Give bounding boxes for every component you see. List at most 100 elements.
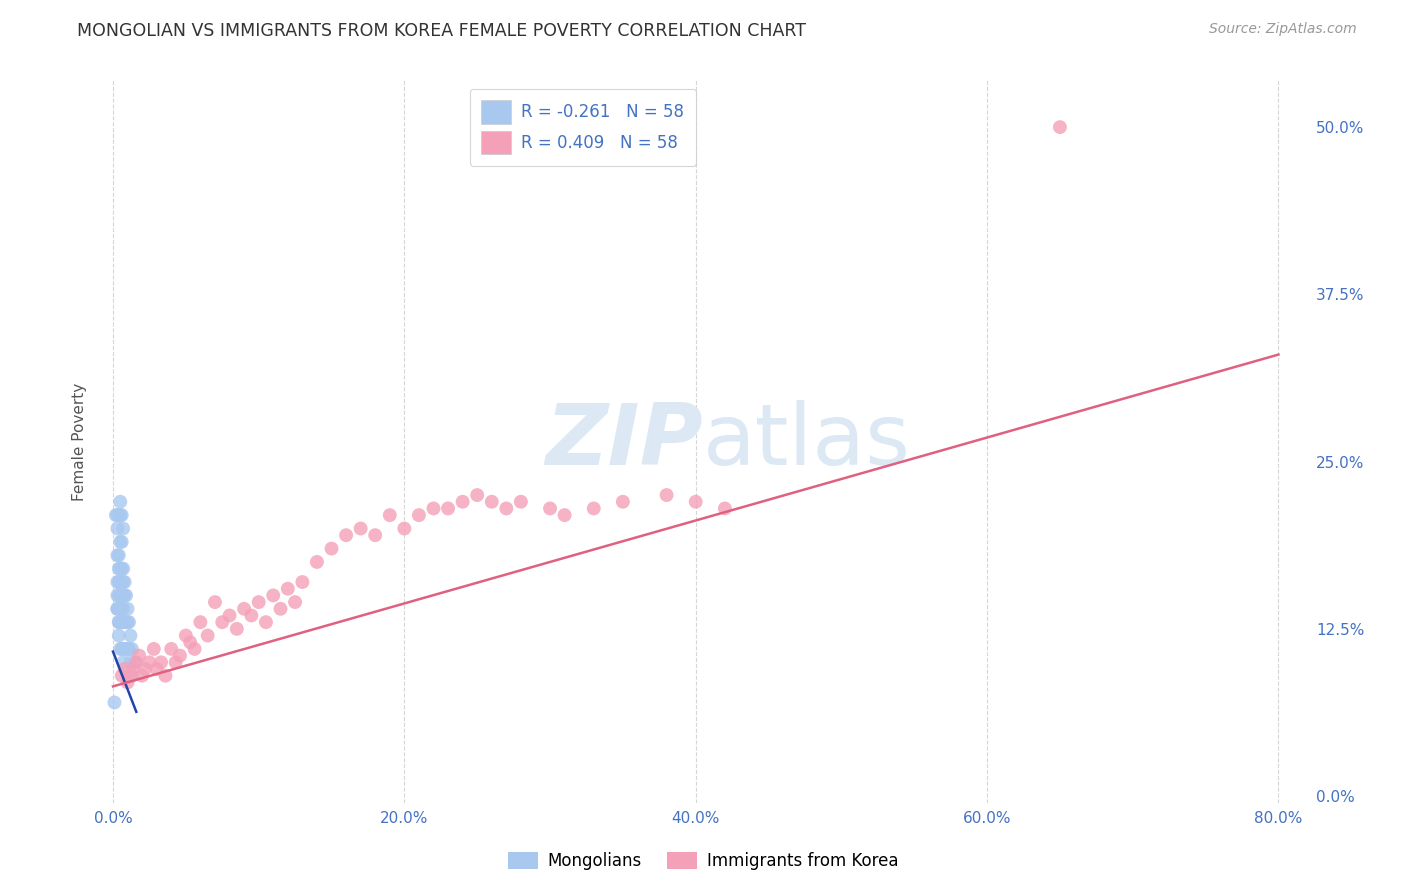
Point [112, 575, 135, 590]
Point [110, 562, 132, 576]
Point [105, 575, 128, 590]
Point [105, 508, 128, 523]
Point [1049, 120, 1071, 135]
Point [233, 602, 256, 616]
Point [111, 589, 134, 603]
Point [111, 575, 134, 590]
Text: ZIP: ZIP [546, 400, 703, 483]
Point [128, 648, 150, 663]
Point [582, 501, 605, 516]
Text: MONGOLIAN VS IMMIGRANTS FROM KOREA FEMALE POVERTY CORRELATION CHART: MONGOLIAN VS IMMIGRANTS FROM KOREA FEMAL… [77, 22, 806, 40]
Point [112, 589, 135, 603]
Point [169, 648, 191, 663]
Point [108, 615, 131, 630]
Point [117, 675, 139, 690]
Point [108, 548, 131, 563]
Point [112, 602, 135, 616]
Point [612, 494, 634, 508]
Point [350, 521, 373, 535]
Point [538, 501, 561, 516]
Point [105, 548, 128, 563]
Point [108, 562, 131, 576]
Point [247, 595, 270, 609]
Point [204, 595, 226, 609]
Point [183, 642, 205, 657]
Point [509, 494, 531, 508]
Point [111, 535, 134, 549]
Point [111, 508, 134, 523]
Point [122, 662, 145, 676]
Point [422, 501, 444, 516]
Point [291, 575, 314, 590]
Point [335, 528, 357, 542]
Point [110, 642, 132, 657]
Point [110, 615, 132, 630]
Point [142, 642, 165, 657]
Point [120, 669, 142, 683]
Point [378, 508, 401, 523]
Point [112, 655, 135, 669]
Point [685, 494, 707, 508]
Point [114, 615, 136, 630]
Point [655, 488, 678, 502]
Point [131, 669, 153, 683]
Point [115, 615, 138, 630]
Point [118, 642, 141, 657]
Point [125, 655, 148, 669]
Point [465, 488, 488, 502]
Point [118, 615, 141, 630]
Legend: Mongolians, Immigrants from Korea: Mongolians, Immigrants from Korea [501, 845, 905, 877]
Point [111, 615, 134, 630]
Point [495, 501, 517, 516]
Point [105, 589, 128, 603]
Point [112, 521, 135, 535]
Point [110, 508, 132, 523]
Point [117, 602, 139, 616]
Point [117, 642, 139, 657]
Point [111, 562, 134, 576]
Point [110, 602, 132, 616]
Point [165, 655, 187, 669]
Point [160, 642, 183, 657]
Point [112, 562, 135, 576]
Point [254, 615, 277, 630]
Point [108, 602, 131, 616]
Legend: R = -0.261   N = 58, R = 0.409   N = 58: R = -0.261 N = 58, R = 0.409 N = 58 [470, 88, 696, 166]
Point [110, 494, 132, 508]
Point [240, 608, 263, 623]
Point [105, 602, 128, 616]
Point [112, 642, 135, 657]
Point [105, 521, 128, 535]
Point [120, 655, 142, 669]
Point [150, 655, 173, 669]
Point [103, 696, 125, 710]
Point [190, 615, 212, 630]
Point [134, 662, 156, 676]
Point [138, 655, 160, 669]
Point [714, 501, 737, 516]
Point [114, 589, 136, 603]
Text: Source: ZipAtlas.com: Source: ZipAtlas.com [1209, 22, 1357, 37]
Point [364, 528, 387, 542]
Point [108, 628, 131, 642]
Point [112, 615, 135, 630]
Point [114, 662, 136, 676]
Point [437, 501, 460, 516]
Y-axis label: Female Poverty: Female Poverty [72, 383, 87, 500]
Point [277, 582, 299, 596]
Point [554, 508, 576, 523]
Point [117, 615, 139, 630]
Point [105, 602, 128, 616]
Point [218, 608, 240, 623]
Text: atlas: atlas [703, 400, 911, 483]
Point [110, 575, 132, 590]
Point [104, 508, 127, 523]
Point [305, 555, 328, 569]
Point [481, 494, 503, 508]
Point [115, 642, 138, 657]
Point [262, 589, 284, 603]
Point [451, 494, 474, 508]
Point [155, 669, 177, 683]
Point [124, 655, 146, 669]
Point [321, 541, 343, 556]
